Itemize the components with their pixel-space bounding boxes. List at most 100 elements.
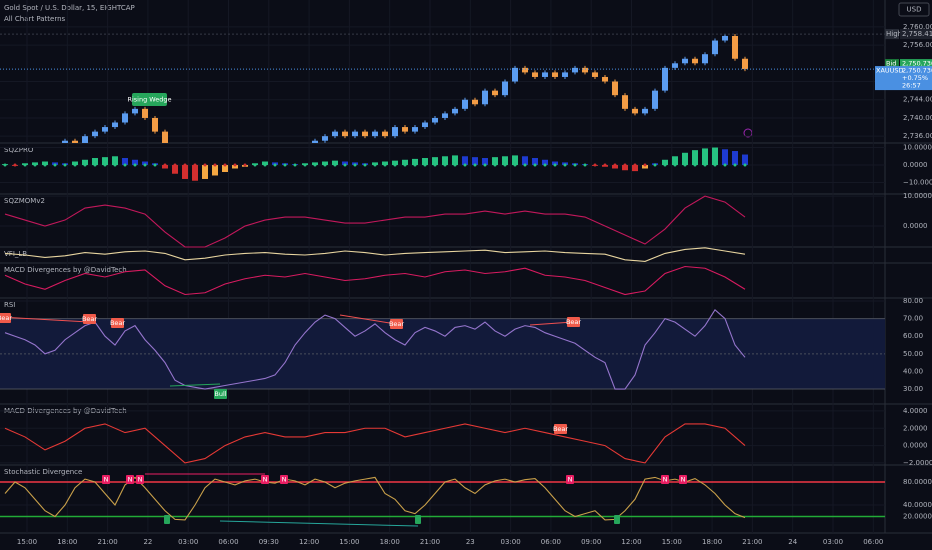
squeeze-dot — [583, 163, 587, 167]
squeeze-dot — [423, 163, 427, 167]
candle — [322, 136, 328, 141]
histogram-bar — [732, 151, 738, 166]
y-tick-label: −10.0000 — [903, 178, 932, 186]
candle — [712, 40, 718, 55]
histogram-bar — [102, 157, 108, 166]
squeeze-dot — [213, 163, 217, 167]
candle — [382, 131, 388, 137]
squeeze-dot — [653, 163, 657, 167]
histogram-bar — [132, 159, 138, 166]
squeeze-dot — [693, 163, 697, 167]
squeeze-dot — [313, 163, 317, 167]
y-tick-label: 30.00 — [903, 385, 923, 393]
squeeze-dot — [683, 163, 687, 167]
squeeze-dot — [303, 163, 307, 167]
histogram-bar — [642, 165, 648, 169]
histogram-bar — [82, 159, 88, 166]
y-tick-label: 10.0000 — [903, 144, 932, 152]
time-tick-label: 12:00 — [299, 538, 319, 546]
candle — [522, 67, 528, 73]
squeeze-dot — [193, 163, 197, 167]
squeeze-dot — [533, 163, 537, 167]
divergence — [529, 321, 574, 326]
histogram-bar — [382, 161, 388, 166]
squeeze-dot — [513, 163, 517, 167]
signal-badge — [390, 319, 403, 329]
candle — [442, 113, 448, 118]
last-change: +0.75% — [902, 74, 928, 82]
histogram-bar — [462, 156, 468, 166]
currency[interactable]: USD — [907, 6, 922, 14]
indicator-line — [4, 247, 746, 262]
candle — [432, 117, 438, 123]
signal-badge — [261, 475, 269, 484]
time-tick-label: 03:00 — [823, 538, 843, 546]
histogram-bar — [742, 154, 748, 166]
candle — [342, 131, 348, 137]
divergence — [339, 314, 397, 325]
candle — [542, 72, 548, 77]
high-value: 2,758.4100 — [902, 30, 932, 38]
countdown: 26:57 — [902, 82, 921, 90]
currency-button[interactable] — [898, 2, 930, 17]
candle — [602, 76, 608, 82]
y-tick-label: 80.00 — [903, 297, 923, 305]
candle — [592, 72, 598, 77]
histogram-bar — [672, 156, 678, 166]
histogram-bar — [142, 161, 148, 166]
panel-name: RSI — [4, 301, 15, 309]
y-tick-label: 2,736.0000 — [903, 132, 932, 140]
candle — [132, 108, 138, 114]
signal-label: N — [568, 476, 573, 484]
y-tick-label: 10.0000 — [903, 192, 932, 200]
pattern-label-bg — [132, 93, 167, 106]
histogram-bar — [212, 165, 218, 176]
histogram-bar — [92, 158, 98, 166]
squeeze-dot — [373, 163, 377, 167]
squeeze-dot — [733, 163, 737, 167]
histogram-bar — [442, 156, 448, 166]
candle — [692, 58, 698, 64]
histogram-bar — [682, 152, 688, 166]
squeeze-dot — [483, 163, 487, 167]
candle — [62, 140, 68, 143]
candle — [532, 72, 538, 77]
candle — [652, 90, 658, 109]
candle — [672, 63, 678, 68]
bid-value-badge — [900, 59, 932, 69]
histogram-bar — [172, 165, 178, 174]
squeeze-dot — [453, 163, 457, 167]
bull-badge — [164, 515, 170, 524]
bid-badge — [885, 59, 899, 69]
squeeze-dot — [263, 163, 267, 167]
candle — [662, 67, 668, 91]
y-tick-label: 40.0000 — [903, 501, 932, 509]
signal-label: N — [138, 476, 143, 484]
histogram-bar — [332, 160, 338, 166]
time-tick-label: 06:00 — [863, 538, 883, 546]
signal-badge — [0, 313, 11, 323]
squeeze-dot — [183, 163, 187, 167]
squeeze-dot — [23, 163, 27, 167]
squeeze-dot — [673, 163, 677, 167]
time-tick-label: 03:00 — [501, 538, 521, 546]
squeeze-dot — [143, 163, 147, 167]
squeeze-dot — [443, 163, 447, 167]
squeeze-dot — [103, 163, 107, 167]
time-tick-label: 18:00 — [702, 538, 722, 546]
candle — [502, 81, 508, 96]
time-tick-label: 18:00 — [57, 538, 77, 546]
squeeze-dot — [323, 163, 327, 167]
squeeze-dot — [73, 163, 77, 167]
y-tick-label: 40.00 — [903, 367, 923, 375]
histogram-bar — [722, 149, 728, 166]
signal-badge — [566, 475, 574, 484]
bid-label: Bid — [886, 60, 896, 68]
time-tick-label: 24 — [788, 538, 797, 546]
squeeze-dot — [743, 163, 747, 167]
squeeze-dot — [3, 163, 7, 167]
squeeze-dot — [703, 163, 707, 167]
signal-badge — [83, 314, 96, 324]
squeeze-dot — [173, 163, 177, 167]
